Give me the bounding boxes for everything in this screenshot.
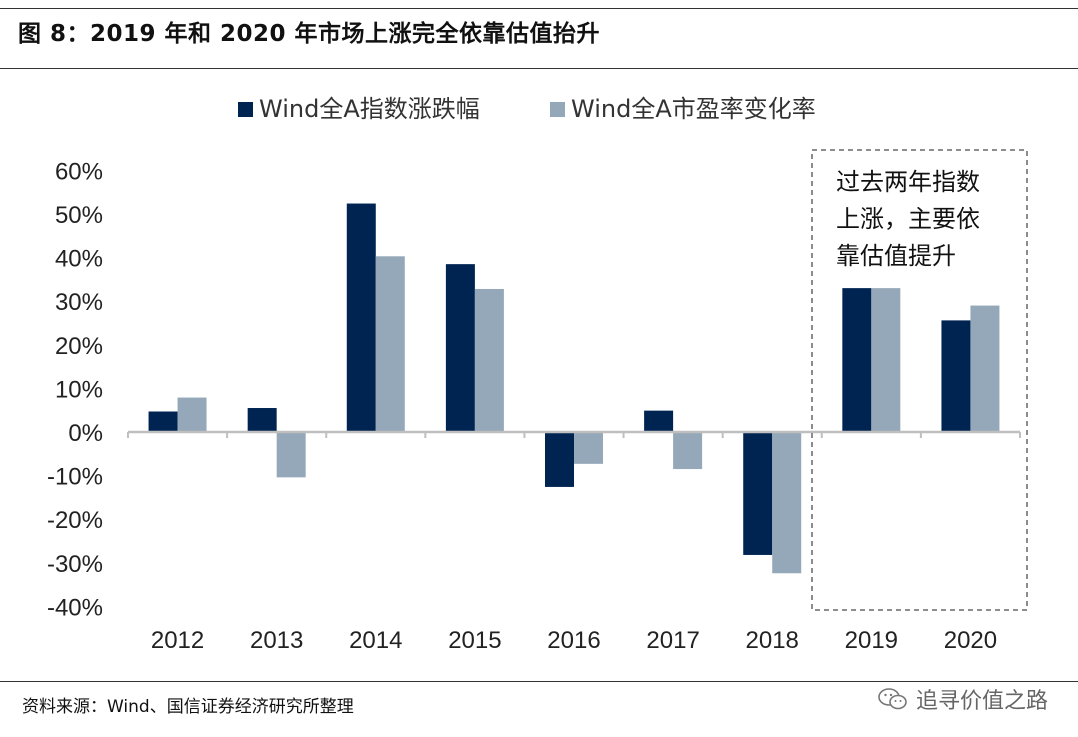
- chart-legend: Wind全A指数涨跌幅 Wind全A市盈率变化率: [238, 95, 816, 123]
- annotation-line-1: 过去两年指数: [836, 168, 980, 196]
- x-tick-label: 2020: [944, 627, 997, 654]
- bar-2015-s1: [445, 264, 475, 432]
- bar-2019-s2: [871, 288, 901, 432]
- wechat-icon: [878, 688, 907, 710]
- legend-swatch-2: [550, 102, 565, 117]
- y-tick-label: 0%: [68, 420, 103, 447]
- y-axis: 60% 50% 40% 30% 20% 10% 0% -10% -20% -30% -40%: [47, 158, 103, 621]
- y-tick-label: 60%: [55, 158, 103, 185]
- bar-2012-s1: [148, 411, 178, 432]
- x-tick-label: 2019: [845, 627, 898, 654]
- bar-2017-s2: [673, 432, 703, 470]
- bar-2013-s1: [247, 408, 277, 432]
- annotation-frame: [811, 149, 1028, 611]
- bar-2015-s2: [474, 288, 504, 432]
- y-tick-label: 10%: [55, 376, 103, 403]
- bar-chart: Wind全A指数涨跌幅 Wind全A市盈率变化率 60% 50% 40% 30% 20% 1…: [47, 95, 1028, 654]
- y-tick-label: -10%: [47, 464, 103, 491]
- y-tick-label: 20%: [55, 333, 103, 360]
- bar-2016-s2: [574, 432, 603, 464]
- bar-2017-s1: [644, 410, 674, 432]
- x-tick-label: 2017: [646, 627, 699, 654]
- bar-2019-s1: [842, 288, 872, 432]
- bar-2014-s2: [375, 256, 405, 432]
- bar-2014-s1: [346, 203, 376, 432]
- legend-label-2: Wind全A市盈率变化率: [571, 95, 816, 123]
- x-tick-label: 2015: [448, 627, 501, 654]
- bottom-rule: [0, 681, 1078, 682]
- x-tick-label: 2012: [151, 627, 204, 654]
- bar-2013-s2: [276, 432, 306, 478]
- x-axis: 2012 2013 2014 2015 2016 2017 2018 2019 2020: [127, 430, 1021, 654]
- watermark-text: 追寻价值之路: [915, 689, 1048, 714]
- y-tick-label: 30%: [55, 289, 103, 316]
- y-tick-label: -20%: [47, 507, 103, 534]
- legend-swatch-1: [238, 102, 253, 117]
- source-note: 资料来源：Wind、国信证券经济研究所整理: [22, 697, 354, 717]
- bar-2012-s2: [177, 397, 207, 432]
- y-tick-label: 40%: [55, 246, 103, 273]
- bar-2020-s2: [970, 305, 1000, 432]
- title-rule: [0, 68, 1078, 69]
- top-rule: [0, 8, 1078, 9]
- bar-2018-s1: [743, 432, 773, 555]
- bar-2018-s2: [772, 432, 802, 574]
- annotation-line-3: 靠估值提升: [836, 242, 956, 270]
- annotation-line-2: 上涨，主要依: [836, 205, 980, 233]
- figure-title: 图 8：2019 年和 2020 年市场上涨完全依靠估值抬升: [18, 21, 601, 47]
- x-tick-label: 2014: [349, 627, 402, 654]
- y-tick-label: -30%: [47, 551, 103, 578]
- y-tick-label: -40%: [47, 594, 103, 621]
- watermark: 追寻价值之路: [878, 683, 1048, 715]
- x-tick-label: 2016: [547, 627, 600, 654]
- bar-2020-s1: [941, 320, 971, 432]
- x-tick-label: 2013: [250, 627, 303, 654]
- legend-label-1: Wind全A指数涨跌幅: [259, 95, 480, 123]
- x-tick-label: 2018: [746, 627, 799, 654]
- y-tick-label: 50%: [55, 202, 103, 229]
- bars: [148, 203, 1000, 574]
- bar-2016-s1: [545, 432, 574, 487]
